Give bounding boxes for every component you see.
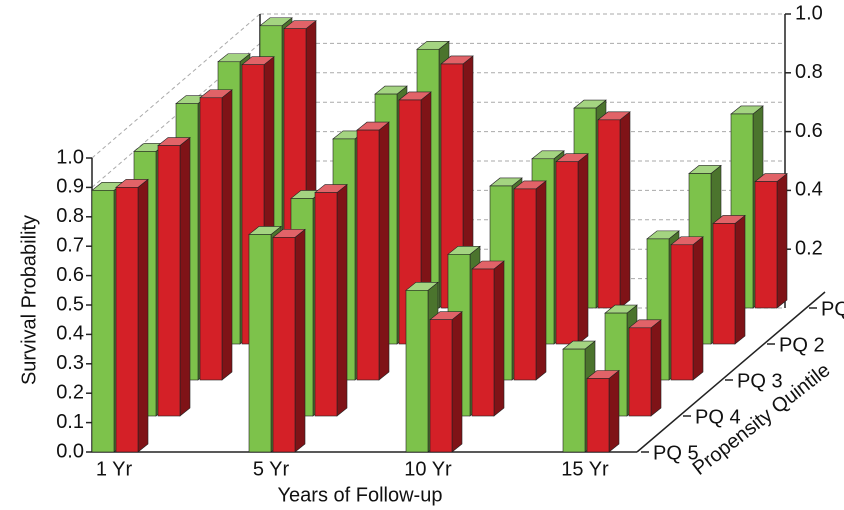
- bar-front: [628, 327, 652, 417]
- bar: [272, 228, 306, 453]
- bar-side: [776, 172, 788, 309]
- bar-front: [272, 237, 296, 453]
- y-tick-label: 0.2: [56, 381, 84, 403]
- depth-tick-label: PQ 2: [779, 334, 825, 356]
- bar-side: [179, 136, 191, 417]
- x-tick-label: 10 Yr: [404, 458, 452, 480]
- bar: [513, 180, 547, 381]
- bar-front: [405, 289, 429, 453]
- bar: [429, 311, 463, 453]
- bar-side: [336, 183, 348, 417]
- bar-side: [451, 311, 463, 453]
- y-tick-label: 0.9: [56, 176, 84, 198]
- y-tick-label: 0.5: [56, 293, 84, 315]
- bar-side: [577, 153, 589, 345]
- bar-side: [692, 236, 704, 381]
- bar-front: [91, 190, 115, 453]
- y-tick-label: 0.4: [56, 323, 84, 345]
- bar-front: [513, 188, 537, 381]
- x-tick-label: 15 Yr: [561, 458, 609, 480]
- depth-axis: [636, 291, 826, 453]
- bar-side: [608, 369, 620, 453]
- bar-front: [562, 348, 586, 453]
- depth-tick-label: PQ 1: [821, 298, 844, 320]
- y2-tick-label: 0.4: [795, 179, 823, 201]
- bar-front: [356, 129, 380, 381]
- y-tick-label: 1.0: [56, 146, 84, 168]
- bar-side: [493, 260, 505, 417]
- bar-side: [137, 178, 149, 453]
- bar-side: [378, 121, 390, 381]
- bar-front: [157, 145, 181, 417]
- bar: [471, 260, 505, 417]
- y-tick-label: 0.8: [56, 205, 84, 227]
- y-axis-label: Survival Probability: [18, 215, 40, 385]
- bar: [314, 183, 348, 417]
- bar-side: [294, 228, 306, 453]
- bar-front: [670, 244, 694, 381]
- bar-front: [754, 181, 778, 309]
- bar: [586, 369, 620, 453]
- bar-side: [619, 111, 631, 309]
- bar-front: [314, 192, 338, 417]
- y2-tick-label: 1.0: [795, 2, 823, 24]
- y2-tick-label: 0.8: [795, 61, 823, 83]
- y-tick-label: 0.1: [56, 411, 84, 433]
- bar-side: [650, 319, 662, 417]
- bar: [712, 214, 746, 345]
- bar: [356, 121, 390, 381]
- bar-front: [712, 223, 736, 345]
- bar: [115, 178, 149, 453]
- bar-side: [535, 180, 547, 381]
- y-tick-label: 0.0: [56, 440, 84, 462]
- bar-front: [471, 268, 495, 417]
- y-tick-label: 0.6: [56, 264, 84, 286]
- bar-front: [586, 378, 610, 453]
- bar: [670, 236, 704, 381]
- bar-front: [429, 319, 453, 453]
- bar: [157, 136, 191, 417]
- y-tick-label: 0.3: [56, 352, 84, 374]
- depth-tick-label: PQ 3: [737, 370, 783, 392]
- bar-front: [199, 97, 223, 381]
- y-tick-label: 0.7: [56, 234, 84, 256]
- depth-tick-label: PQ 4: [695, 406, 741, 428]
- bar: [754, 172, 788, 309]
- bar: [199, 89, 233, 381]
- grid-line: [91, 13, 261, 159]
- bar-front: [597, 119, 621, 309]
- depth-tick-label: PQ 5: [653, 442, 699, 464]
- bar-side: [734, 214, 746, 345]
- bar-front: [248, 234, 272, 453]
- bar: [597, 111, 631, 309]
- y2-tick-label: 0.2: [795, 237, 823, 259]
- bar-front: [115, 187, 139, 453]
- bar-front: [555, 161, 579, 345]
- y2-tick-label: 0.6: [795, 120, 823, 142]
- x-tick-label: 5 Yr: [253, 458, 290, 480]
- bar: [555, 153, 589, 345]
- bar: [628, 319, 662, 417]
- bar-side: [221, 89, 233, 381]
- x-axis-label: Years of Follow-up: [278, 484, 443, 506]
- x-tick-label: 1 Yr: [96, 458, 133, 480]
